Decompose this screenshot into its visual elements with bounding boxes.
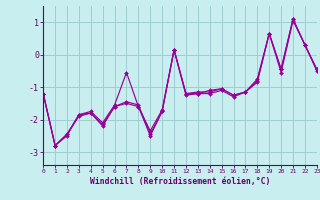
X-axis label: Windchill (Refroidissement éolien,°C): Windchill (Refroidissement éolien,°C) [90, 177, 270, 186]
